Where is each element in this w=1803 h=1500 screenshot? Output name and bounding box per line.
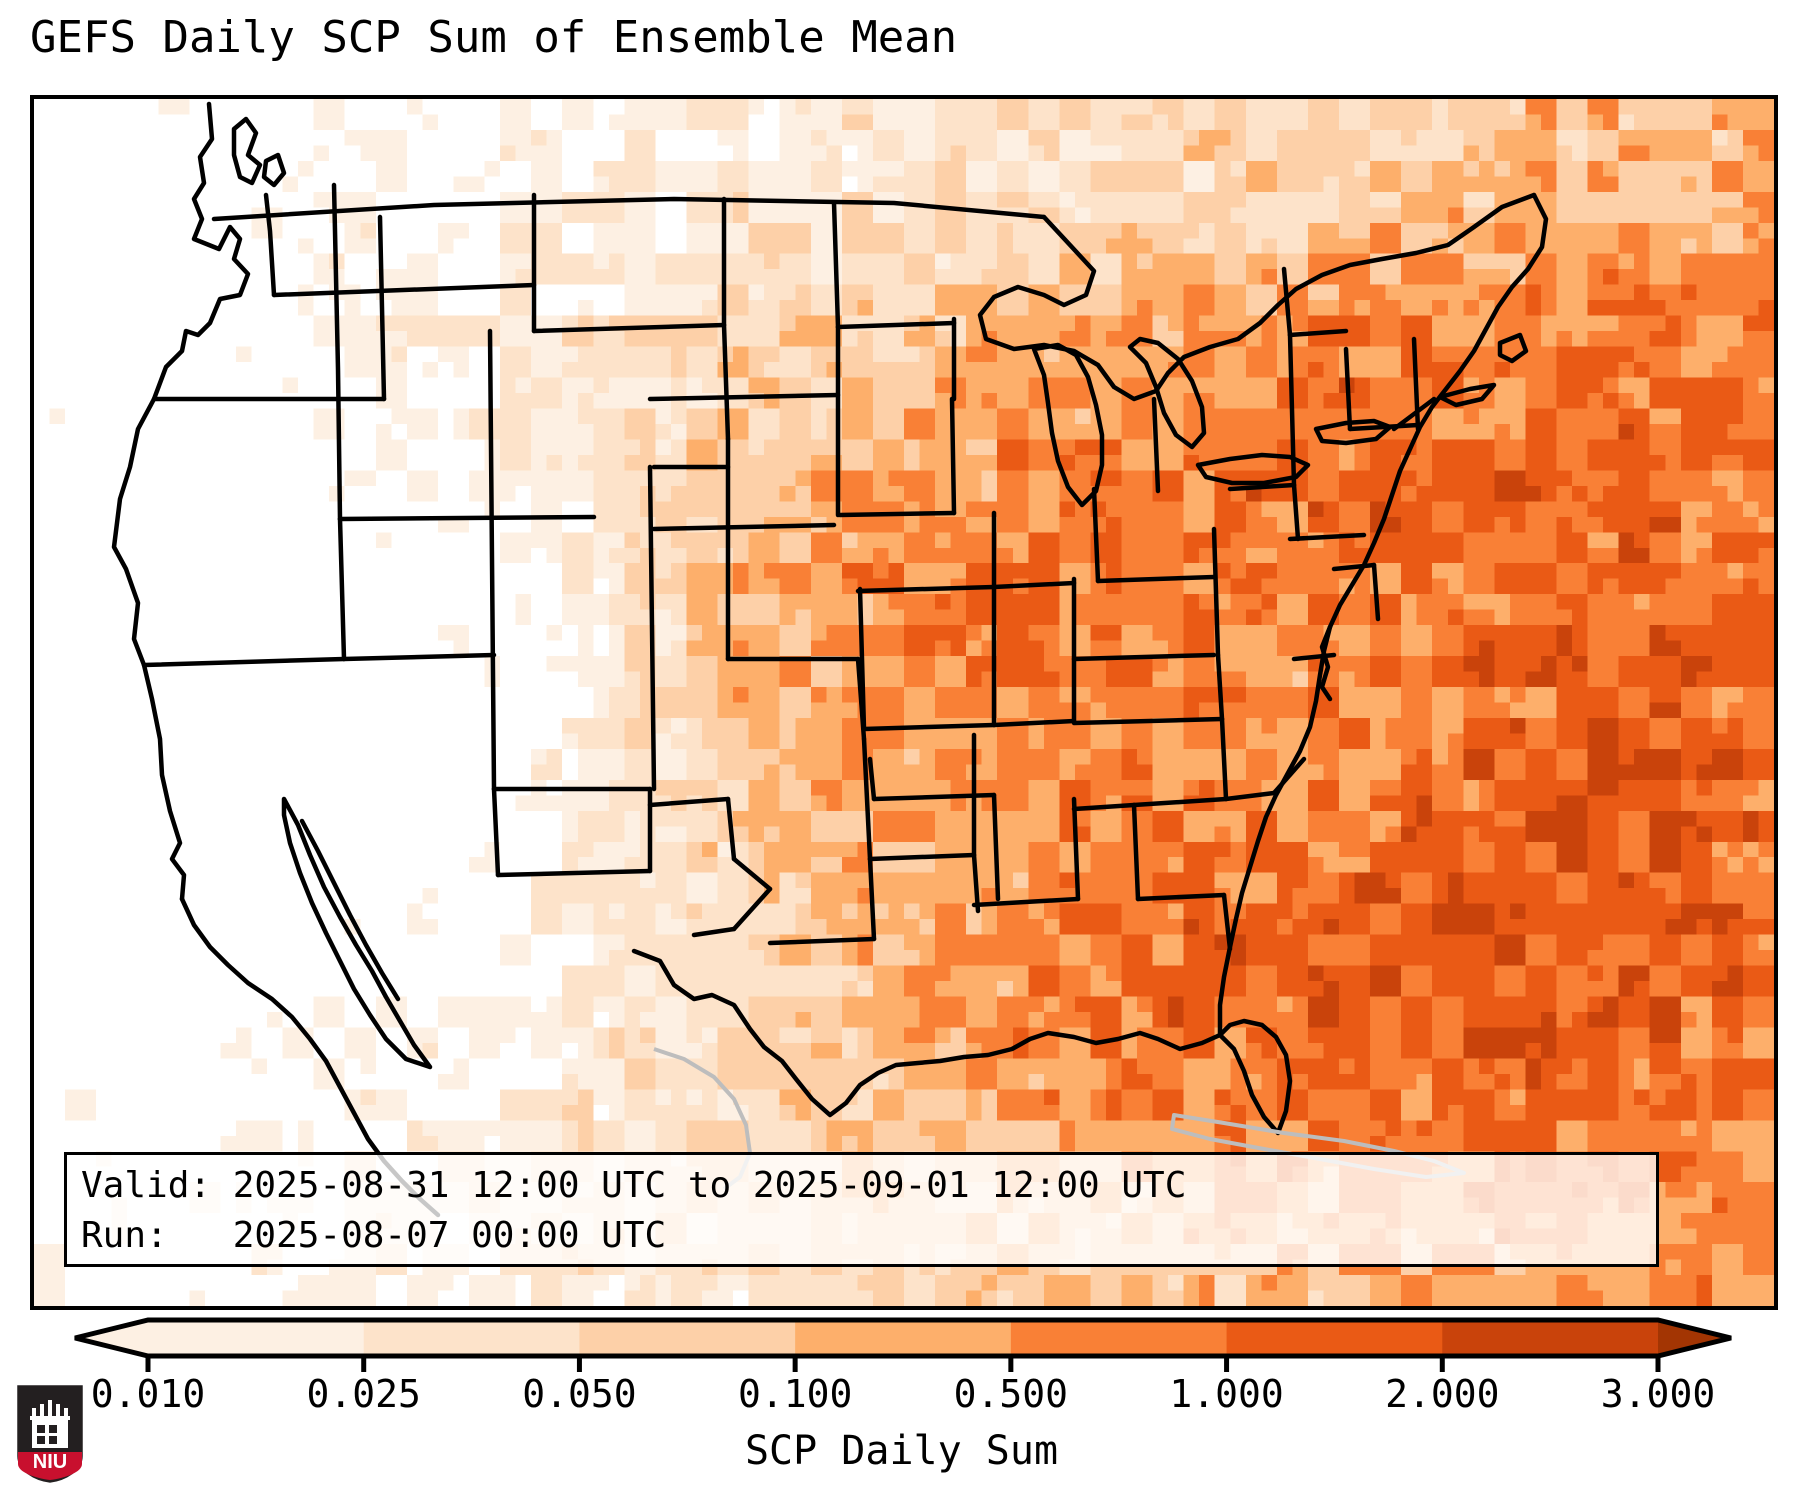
colorbar-band xyxy=(148,1320,365,1356)
colorbar-band xyxy=(795,1320,1012,1356)
colorbar-axis-label: SCP Daily Sum xyxy=(744,1428,1059,1474)
map-axes: Valid: 2025-08-31 12:00 UTC to 2025-09-0… xyxy=(30,95,1778,1310)
colorbar xyxy=(0,1312,1803,1372)
colorbar-band xyxy=(1226,1320,1443,1356)
colorbar-tick-label: 0.025 xyxy=(306,1372,421,1416)
colorbar-ticks xyxy=(145,1356,1661,1372)
colorbar-tick-label: 0.100 xyxy=(737,1372,853,1416)
colorbar-tick-label: 0.500 xyxy=(953,1372,1069,1416)
run-time-line: Run: 2025-08-07 00:00 UTC xyxy=(81,1215,667,1256)
colorbar-tick-label: 0.010 xyxy=(90,1372,206,1416)
colorbar-band xyxy=(363,1320,581,1356)
page-title: GEFS Daily SCP Sum of Ensemble Mean xyxy=(30,12,958,63)
map-plot-area: Valid: 2025-08-31 12:00 UTC to 2025-09-0… xyxy=(34,99,1774,1306)
niu-castle-windows xyxy=(37,1425,57,1444)
colorbar-tick-label: 1.000 xyxy=(1169,1372,1284,1416)
scp-raster-layer xyxy=(34,99,1774,1306)
colorbar-tick-label: 0.050 xyxy=(522,1372,637,1416)
niu-banner xyxy=(18,1452,82,1480)
colorbar-extend-low xyxy=(75,1320,148,1356)
niu-logo: NIU xyxy=(14,1382,86,1486)
colorbar-tick-label: 3.000 xyxy=(1600,1372,1716,1416)
colorbar-band xyxy=(579,1320,796,1356)
colorbar-band xyxy=(1442,1320,1659,1356)
colorbar-tick-label: 2.000 xyxy=(1385,1372,1500,1416)
valid-time-line: Valid: 2025-08-31 12:00 UTC to 2025-09-0… xyxy=(81,1165,1187,1206)
colorbar-bands xyxy=(75,1320,1731,1356)
colorbar-band xyxy=(1010,1320,1228,1356)
niu-banner-text: NIU xyxy=(33,1451,67,1473)
colorbar-tick-labels: 0.010 0.025 0.050 0.100 0.500 1.000 2.000 3.000 xyxy=(0,1372,1803,1422)
geography-overlay xyxy=(111,101,1549,1218)
info-box: Valid: 2025-08-31 12:00 UTC to 2025-09-0… xyxy=(64,1152,1659,1267)
colorbar-extend-high xyxy=(1658,1320,1731,1356)
